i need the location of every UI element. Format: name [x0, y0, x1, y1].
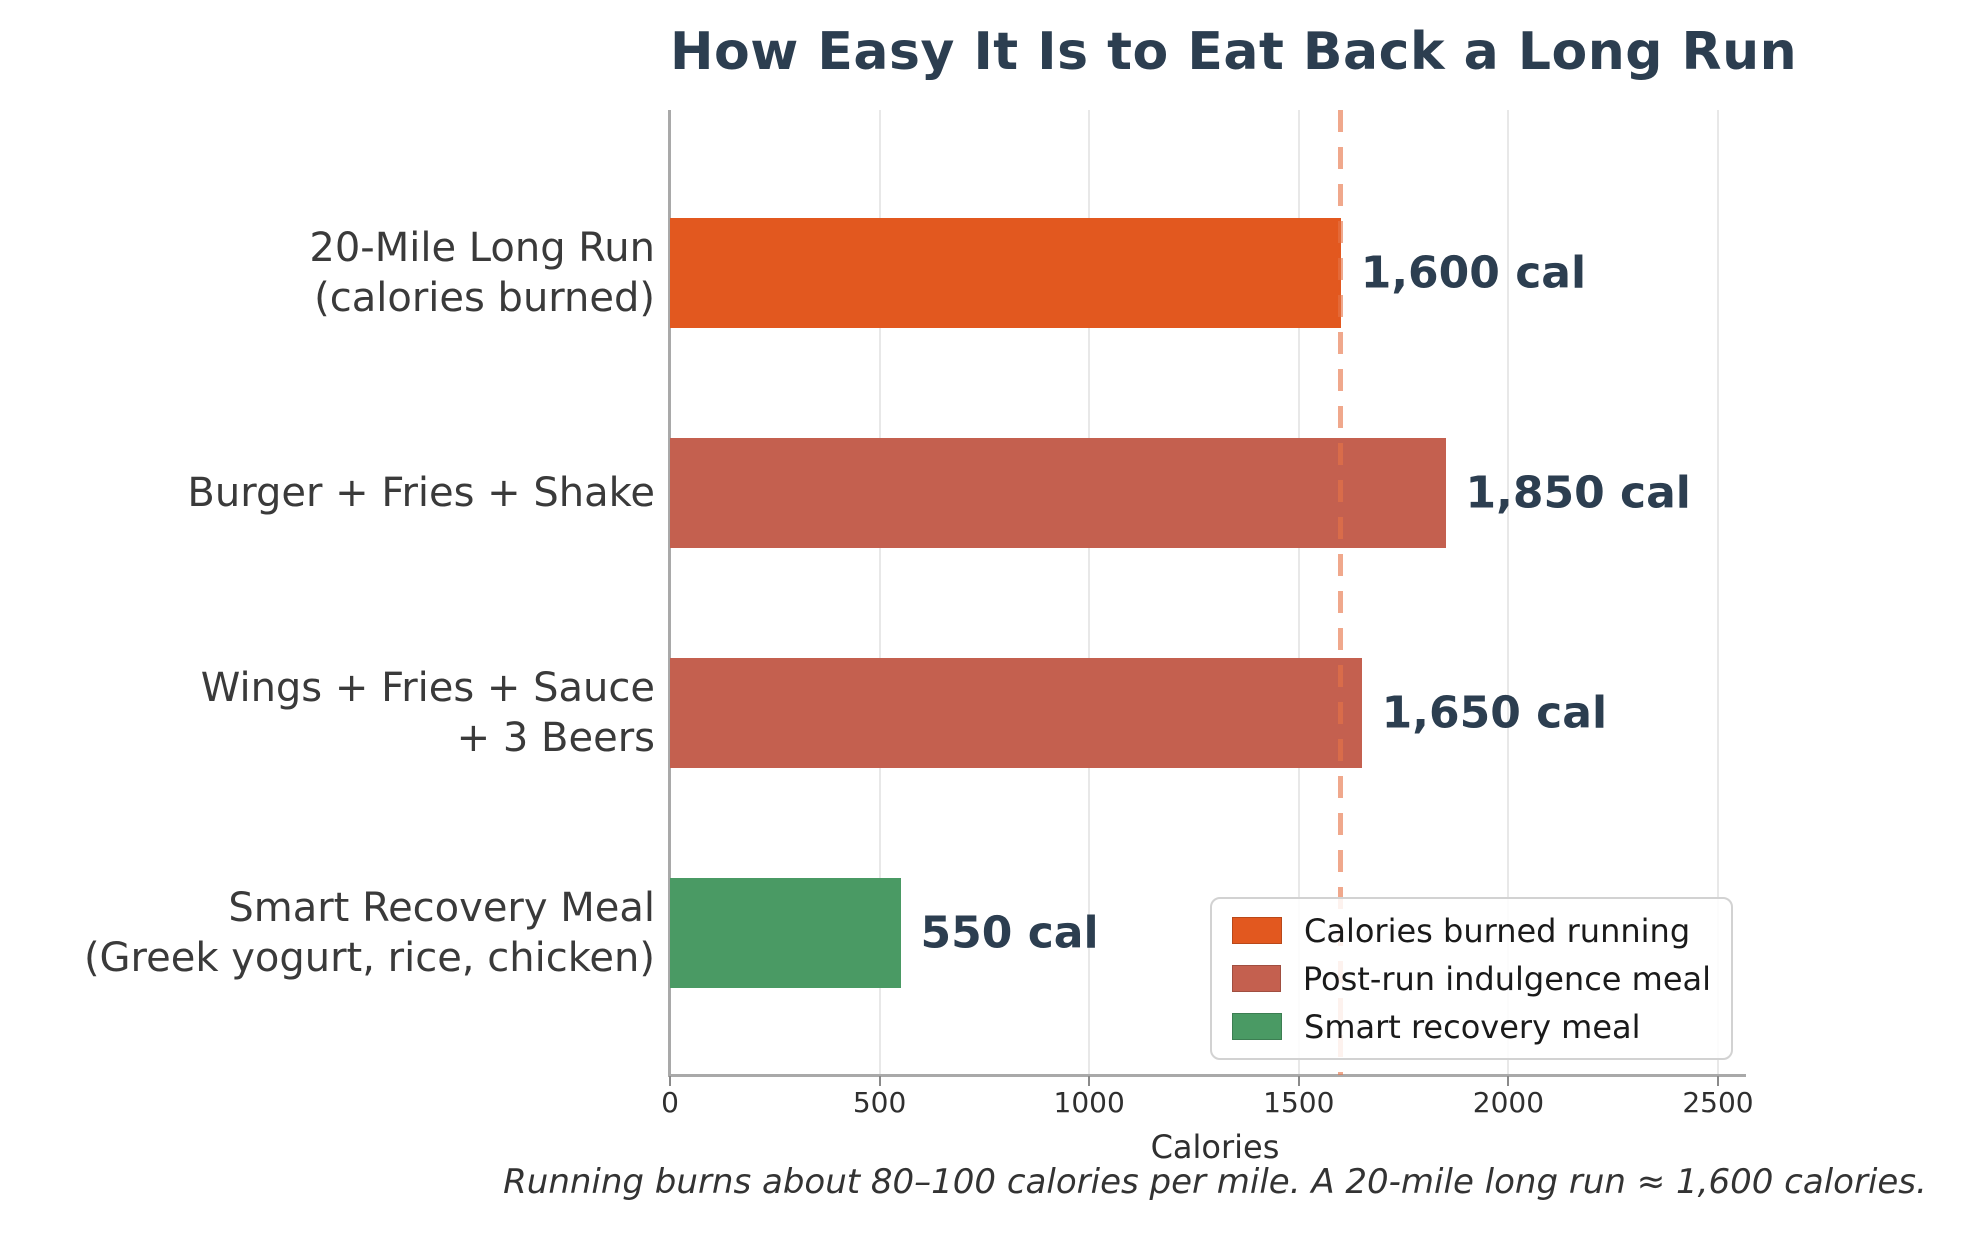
gridline [878, 110, 881, 1075]
bar [670, 218, 1341, 328]
legend-item: Calories burned running [1232, 912, 1711, 950]
gridline [1297, 110, 1300, 1075]
gridline [1088, 110, 1091, 1075]
x-tick-mark [1088, 1076, 1091, 1086]
x-tick-mark [1297, 1076, 1300, 1086]
legend-label: Post-run indulgence meal [1302, 959, 1711, 998]
legend-item: Post-run indulgence meal [1232, 960, 1711, 998]
x-tick-mark [669, 1076, 671, 1086]
y-axis-line [668, 110, 671, 1075]
legend-swatch [1232, 965, 1281, 992]
legend: Calories burned running Post-run indulgen… [1210, 897, 1733, 1060]
gridline [1717, 110, 1719, 1075]
bar-value-label: 1,600 cal [1360, 247, 1587, 299]
x-tick-mark [878, 1076, 881, 1086]
x-tick-mark [1507, 1076, 1510, 1086]
x-tick-label: 500 [852, 1086, 907, 1119]
bar [670, 658, 1362, 768]
x-axis-line [668, 1074, 1746, 1077]
bar [670, 878, 901, 988]
x-tick-label: 0 [661, 1086, 679, 1119]
x-tick-mark [1717, 1076, 1719, 1086]
bar [670, 438, 1446, 548]
category-label: 20-Mile Long Run (calories burned) [309, 225, 655, 321]
legend-swatch [1232, 917, 1282, 944]
category-label: Burger + Fries + Shake [187, 470, 655, 516]
reference-line [1338, 110, 1344, 1075]
x-tick-label: 2500 [1682, 1086, 1754, 1119]
legend-item: Smart recovery meal [1232, 1008, 1711, 1046]
bar-value-label: 550 cal [920, 907, 1099, 959]
category-label: Wings + Fries + Sauce + 3 Beers [200, 665, 655, 761]
legend-label: Smart recovery meal [1304, 1007, 1641, 1046]
bar-value-label: 1,650 cal [1381, 687, 1608, 739]
x-tick-label: 2000 [1472, 1086, 1545, 1119]
x-tick-label: 1000 [1053, 1086, 1125, 1119]
x-tick-label: 1500 [1263, 1086, 1335, 1119]
category-label: Smart Recovery Meal (Greek yogurt, rice, … [83, 885, 655, 981]
gridline [1507, 110, 1510, 1075]
chart-title: How Easy It Is to Eat Back a Long Run [670, 22, 1798, 82]
bar-value-label: 1,850 cal [1465, 467, 1691, 519]
footnote: Running burns about 80–100 calories per … [503, 1162, 1927, 1202]
x-axis-label: Calories [1150, 1128, 1280, 1166]
legend-swatch [1232, 1013, 1282, 1040]
legend-label: Calories burned running [1304, 911, 1691, 950]
